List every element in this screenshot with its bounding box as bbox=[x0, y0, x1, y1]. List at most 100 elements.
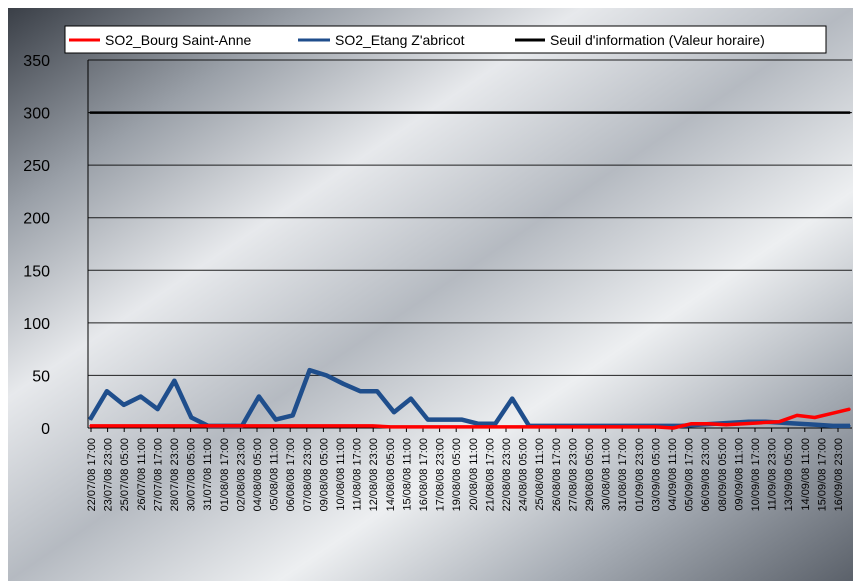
data-point bbox=[815, 424, 818, 426]
x-tick-label: 23/07/08 23:00 bbox=[103, 438, 115, 511]
data-point bbox=[796, 414, 798, 417]
data-point bbox=[241, 111, 243, 114]
x-tick-label: 21/08/08 17:00 bbox=[484, 438, 496, 511]
x-tick-label: 29/08/08 05:00 bbox=[584, 438, 596, 511]
x-tick-label: 15/08/08 11:00 bbox=[401, 438, 413, 511]
data-point bbox=[798, 422, 801, 425]
data-point bbox=[301, 425, 303, 427]
data-point bbox=[832, 111, 834, 114]
data-point bbox=[274, 111, 277, 114]
x-tick-label: 10/08/08 11:00 bbox=[335, 438, 347, 511]
data-point bbox=[511, 397, 514, 400]
data-point bbox=[477, 422, 480, 425]
x-tick-label: 15/09/08 17:00 bbox=[816, 438, 828, 511]
y-tick-label: 200 bbox=[23, 211, 50, 228]
data-point bbox=[359, 390, 362, 393]
data-point bbox=[477, 111, 480, 114]
data-point bbox=[654, 426, 657, 428]
x-tick-label: 19/08/08 05:00 bbox=[451, 438, 463, 511]
data-point bbox=[443, 111, 446, 114]
data-point bbox=[747, 111, 750, 114]
x-tick-label: 27/08/08 23:00 bbox=[567, 438, 579, 511]
data-point bbox=[124, 425, 127, 427]
legend-box bbox=[64, 25, 827, 54]
y-tick-label: 0 bbox=[41, 421, 50, 438]
data-point bbox=[283, 425, 286, 427]
data-point bbox=[725, 424, 728, 426]
x-tick-label: 07/08/08 23:00 bbox=[302, 438, 314, 511]
data-point bbox=[258, 395, 260, 398]
data-point bbox=[106, 425, 109, 427]
data-point bbox=[494, 422, 497, 425]
x-tick-label: 31/07/08 11:00 bbox=[202, 438, 214, 511]
legend-label: SO2_Bourg Saint-Anne bbox=[105, 32, 252, 48]
x-tick-label: 01/09/08 23:00 bbox=[634, 438, 646, 511]
x-tick-label: 22/08/08 23:00 bbox=[501, 438, 513, 511]
data-point bbox=[393, 411, 395, 414]
data-point bbox=[849, 408, 851, 410]
data-point bbox=[122, 111, 125, 114]
data-point bbox=[646, 111, 649, 114]
data-point bbox=[230, 425, 233, 427]
data-point bbox=[637, 426, 639, 428]
x-tick-label: 05/08/08 11:00 bbox=[269, 438, 281, 511]
x-tick-label: 11/09/08 23:00 bbox=[767, 438, 779, 511]
data-point bbox=[265, 425, 268, 427]
x-tick-label: 04/08/08 05:00 bbox=[252, 438, 264, 511]
x-tick-label: 22/07/08 17:00 bbox=[86, 438, 98, 511]
data-point bbox=[690, 422, 692, 425]
x-tick-label: 13/09/08 05:00 bbox=[783, 438, 795, 511]
data-point bbox=[407, 426, 409, 428]
data-point bbox=[566, 426, 569, 428]
x-tick-label: 12/08/08 23:00 bbox=[368, 438, 380, 511]
data-point bbox=[410, 111, 412, 114]
data-point bbox=[545, 111, 547, 114]
x-tick-label: 04/09/08 11:00 bbox=[667, 438, 679, 511]
data-point bbox=[376, 111, 378, 114]
x-tick-label: 14/09/08 11:00 bbox=[800, 438, 812, 511]
x-tick-label: 24/08/08 05:00 bbox=[518, 438, 530, 511]
data-point bbox=[478, 426, 480, 428]
data-point bbox=[308, 369, 311, 371]
x-tick-label: 27/07/08 17:00 bbox=[152, 438, 164, 511]
x-tick-label: 06/08/08 17:00 bbox=[285, 438, 297, 511]
x-tick-label: 31/08/08 17:00 bbox=[617, 438, 629, 511]
x-tick-label: 16/09/08 23:00 bbox=[833, 438, 845, 511]
x-tick-label: 25/08/08 11:00 bbox=[534, 438, 546, 511]
y-tick-label: 100 bbox=[23, 316, 50, 333]
x-tick-label: 09/08/08 05:00 bbox=[318, 438, 330, 511]
x-tick-label: 08/09/08 05:00 bbox=[717, 438, 729, 511]
data-point bbox=[212, 425, 215, 427]
data-point bbox=[106, 111, 108, 114]
data-point bbox=[714, 111, 716, 114]
data-point bbox=[224, 111, 226, 114]
data-point bbox=[743, 422, 745, 425]
data-point bbox=[89, 425, 91, 427]
x-tick-label: 10/09/08 17:00 bbox=[750, 438, 762, 511]
x-tick-label: 17/08/08 23:00 bbox=[435, 438, 447, 511]
x-tick-label: 28/07/08 23:00 bbox=[169, 438, 181, 511]
data-point bbox=[578, 111, 581, 114]
data-point bbox=[354, 425, 356, 427]
data-point bbox=[359, 111, 362, 114]
data-point bbox=[672, 427, 675, 429]
data-point bbox=[156, 111, 159, 114]
data-point bbox=[778, 420, 781, 423]
data-point bbox=[207, 111, 210, 114]
data-point bbox=[832, 425, 834, 427]
x-tick-label: 03/09/08 05:00 bbox=[650, 438, 662, 511]
x-tick-label: 25/07/08 05:00 bbox=[119, 438, 131, 511]
data-point bbox=[663, 111, 666, 114]
x-tick-label: 11/08/08 17:00 bbox=[352, 438, 364, 511]
data-point bbox=[190, 416, 193, 419]
data-point bbox=[291, 111, 294, 114]
data-point bbox=[460, 418, 463, 421]
y-tick-label: 350 bbox=[23, 53, 50, 70]
x-tick-label: 01/08/08 17:00 bbox=[219, 438, 231, 511]
x-tick-label: 20/08/08 11:00 bbox=[468, 438, 480, 511]
data-point bbox=[106, 390, 108, 393]
data-point bbox=[274, 418, 277, 421]
data-point bbox=[325, 111, 328, 114]
